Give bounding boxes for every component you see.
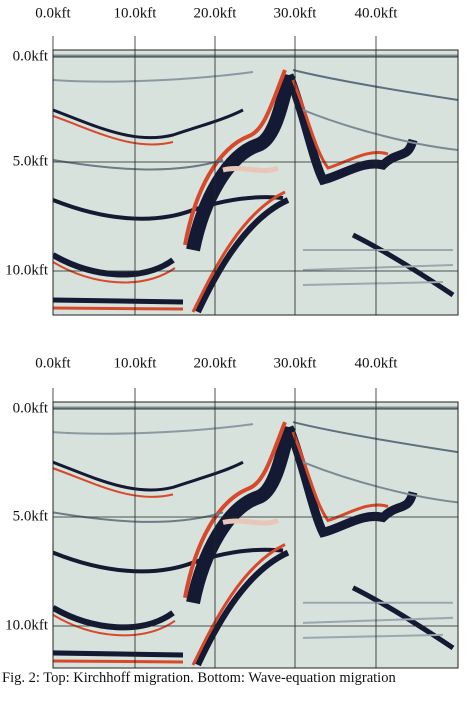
figure: 0.0kft 10.0kft 20.0kft 30.0kft 40.0kft 0.0kft… <box>5 5 459 669</box>
reflector <box>53 423 254 435</box>
reflector <box>292 69 458 101</box>
reflector <box>302 601 454 639</box>
y-tick-label: 10.0kft <box>5 262 49 278</box>
x-tick-label: 0.0kft <box>35 5 71 21</box>
reflector <box>53 195 284 221</box>
x-tick-label: 30.0kft <box>274 5 318 21</box>
x-tick-label: 10.0kft <box>114 5 158 21</box>
reflector <box>53 605 175 631</box>
reflector <box>53 71 254 83</box>
x-tick-label: 20.0kft <box>194 5 238 21</box>
reflector <box>195 549 290 667</box>
reflector <box>53 460 244 492</box>
reflector <box>351 585 455 651</box>
x-tick-label: 30.0kft <box>274 355 318 371</box>
image-background <box>53 402 458 668</box>
reflector <box>53 108 244 140</box>
y-tick-label: 0.0kft <box>13 400 49 416</box>
y-tick-label: 5.0kft <box>13 153 49 169</box>
seismic-panel: 0.0kft 10.0kft 20.0kft 30.0kft 40.0kft 0.0kft… <box>5 355 459 669</box>
reflector <box>351 232 455 298</box>
seismic-image <box>53 402 458 668</box>
reflector <box>53 306 184 311</box>
reflector <box>302 461 458 504</box>
reflector <box>186 73 296 252</box>
reflector <box>53 115 174 146</box>
reflector <box>302 109 458 151</box>
x-tick-label: 20.0kft <box>194 355 238 371</box>
reflector <box>53 613 176 637</box>
reflector <box>186 425 296 605</box>
reflector <box>53 547 284 574</box>
reflector <box>53 297 184 305</box>
reflector <box>183 421 287 599</box>
reflector <box>53 467 174 498</box>
reflector <box>53 159 224 171</box>
y-tick-label: 5.0kft <box>13 508 49 524</box>
x-tick-label: 40.0kft <box>355 5 399 21</box>
y-tick-label: 0.0kft <box>13 48 49 64</box>
reflector <box>53 650 184 658</box>
reflector <box>284 73 418 186</box>
reflector <box>53 261 176 284</box>
caption: Fig. 2: Top: Kirchhoff migration. Bottom… <box>2 670 396 686</box>
reflector <box>302 249 454 286</box>
reflector <box>195 197 290 314</box>
seismic-panel: 0.0kft 10.0kft 20.0kft 30.0kft 40.0kft 0.0kft… <box>5 5 459 316</box>
y-tick-label: 10.0kft <box>5 617 49 633</box>
reflector <box>222 165 280 174</box>
x-tick-label: 10.0kft <box>114 355 158 371</box>
reflector <box>292 421 458 454</box>
reflector <box>284 425 418 538</box>
x-tick-label: 0.0kft <box>35 355 71 371</box>
reflector <box>183 69 287 246</box>
reflector <box>222 518 280 526</box>
reflector <box>53 252 175 278</box>
x-tick-label: 40.0kft <box>355 355 399 371</box>
seismic-image <box>53 50 458 315</box>
reflector <box>191 543 286 666</box>
reflector <box>191 190 286 313</box>
reflector <box>53 659 184 664</box>
